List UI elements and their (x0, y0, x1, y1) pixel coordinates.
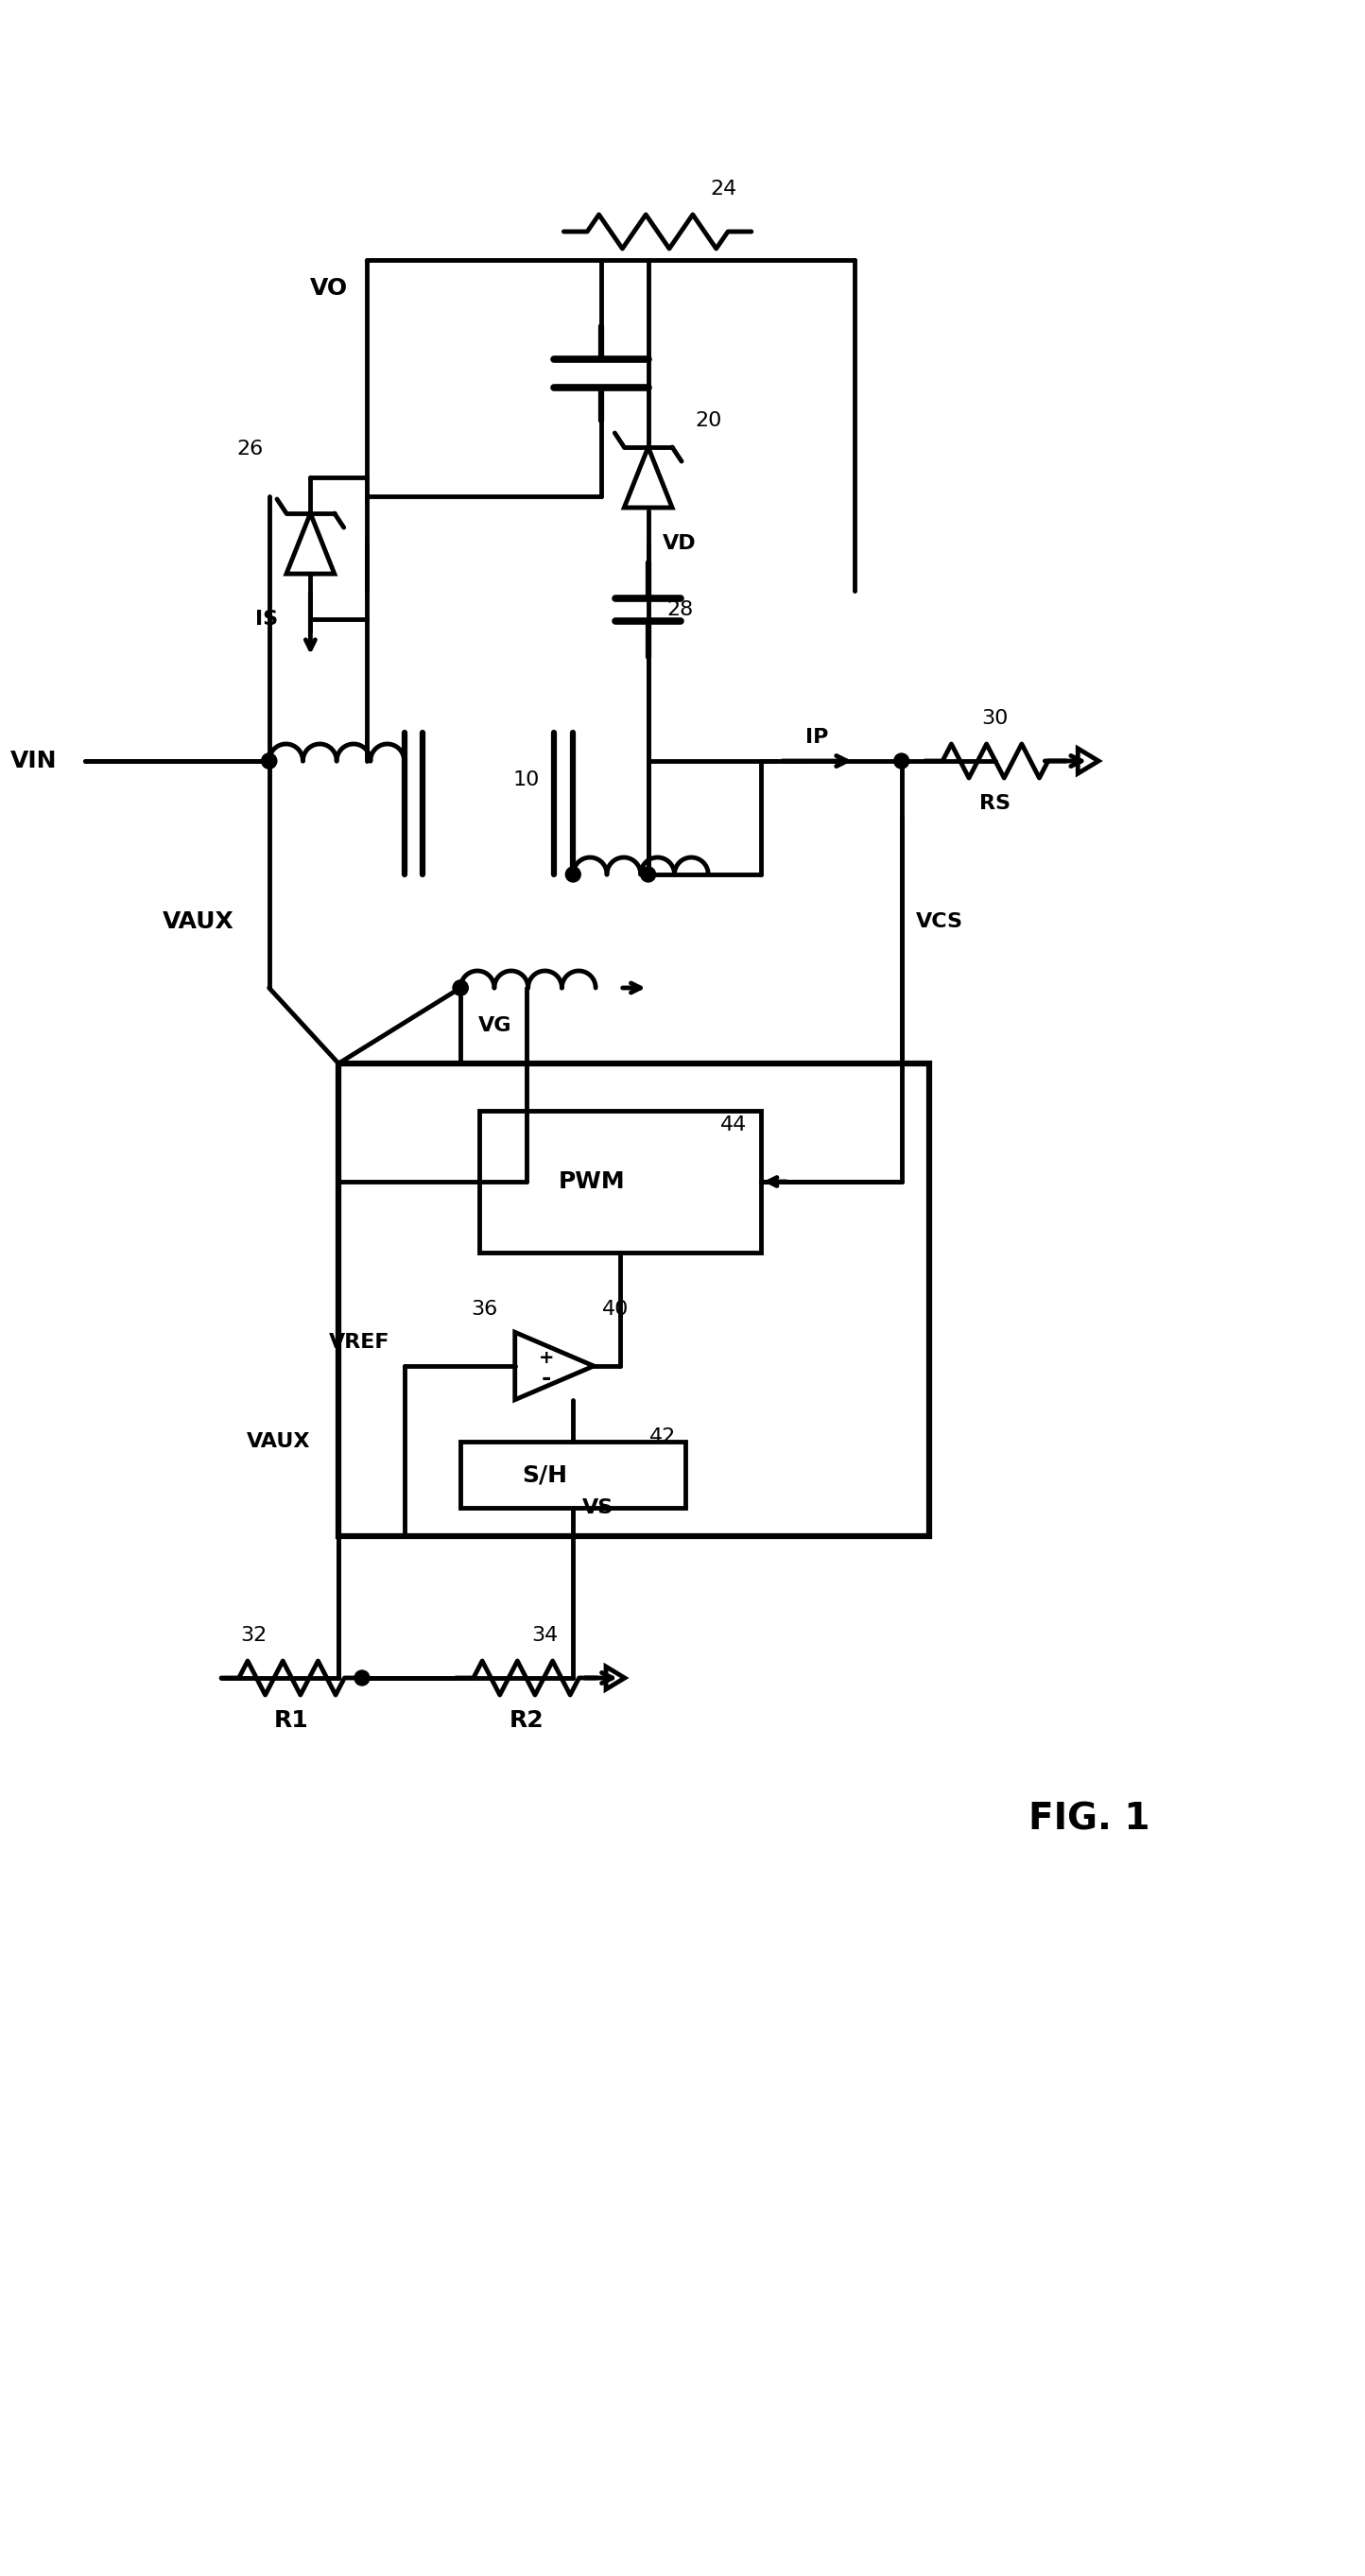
Text: 32: 32 (240, 1625, 268, 1646)
Circle shape (640, 868, 655, 881)
Text: 34: 34 (531, 1625, 558, 1646)
Text: 36: 36 (471, 1301, 497, 1319)
Text: VAUX: VAUX (162, 909, 233, 933)
Text: 10: 10 (513, 770, 539, 788)
Circle shape (262, 752, 277, 768)
Text: 42: 42 (650, 1427, 676, 1445)
Circle shape (453, 981, 468, 994)
Circle shape (894, 752, 909, 768)
Text: PWM: PWM (558, 1170, 625, 1193)
Text: VS: VS (583, 1499, 614, 1517)
Text: 28: 28 (667, 600, 693, 618)
Bar (460, 1443, 685, 1507)
Polygon shape (624, 448, 672, 507)
Text: RS: RS (980, 793, 1011, 814)
Text: 26: 26 (236, 440, 263, 459)
Text: -: - (542, 1365, 551, 1388)
Text: VO: VO (310, 278, 348, 299)
Text: IP: IP (805, 729, 829, 747)
Text: VCS: VCS (916, 912, 962, 930)
Text: 44: 44 (719, 1115, 747, 1133)
Text: 30: 30 (981, 708, 1009, 729)
Text: 20: 20 (695, 412, 722, 430)
Text: +: + (539, 1350, 554, 1368)
Text: R1: R1 (274, 1708, 308, 1731)
Circle shape (453, 981, 468, 994)
Circle shape (565, 868, 580, 881)
Polygon shape (287, 513, 334, 574)
Circle shape (262, 752, 277, 768)
Text: 40: 40 (602, 1301, 629, 1319)
Circle shape (355, 1669, 370, 1685)
Text: FIG. 1: FIG. 1 (1028, 1801, 1149, 1837)
Text: VD: VD (662, 533, 696, 554)
Text: S/H: S/H (523, 1463, 568, 1486)
Text: IS: IS (255, 611, 277, 629)
Text: VG: VG (479, 1015, 512, 1036)
Text: 24: 24 (710, 180, 737, 198)
Bar (479, 1110, 760, 1252)
Text: R2: R2 (509, 1708, 543, 1731)
Bar (339, 1064, 930, 1535)
Text: VIN: VIN (11, 750, 57, 773)
Text: VAUX: VAUX (247, 1432, 310, 1450)
Text: VREF: VREF (329, 1332, 390, 1352)
